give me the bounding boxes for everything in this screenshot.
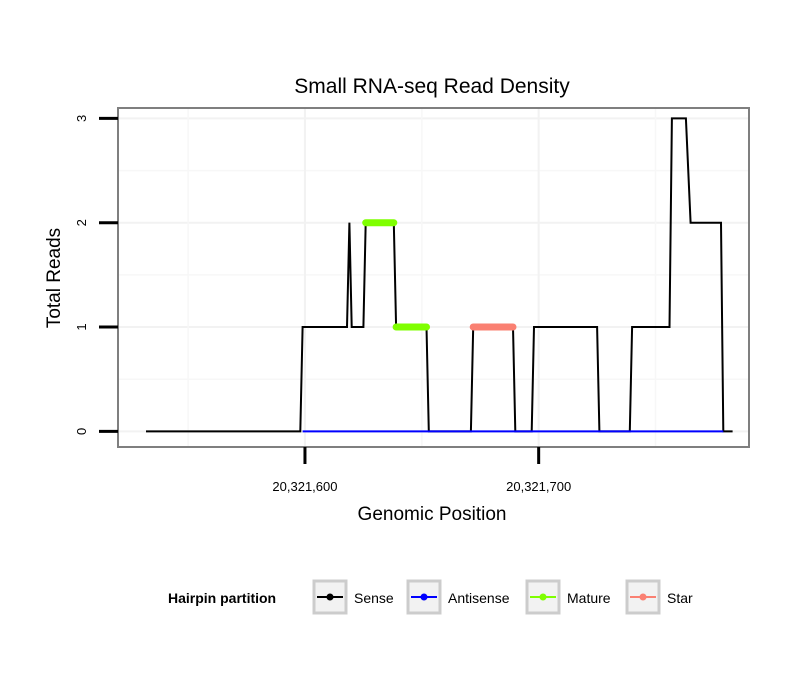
- y-axis-title: Total Reads: [44, 228, 65, 328]
- y-axis: 0 1 2 3: [74, 115, 118, 435]
- legend-title: Hairpin partition: [168, 590, 276, 606]
- x-axis-title: Genomic Position: [358, 504, 507, 525]
- plot-grid: [118, 108, 749, 447]
- plot-panel-border: [117, 107, 750, 448]
- chart-title: Small RNA-seq Read Density: [294, 75, 570, 98]
- legend-label-mature: Mature: [567, 590, 611, 606]
- x-axis: 20,321,600 20,321,700: [272, 447, 571, 494]
- legend-marker-mature: [539, 593, 547, 601]
- series-layer: [146, 117, 733, 433]
- legend-marker-sense: [326, 593, 334, 601]
- legend-label-star: Star: [667, 590, 693, 606]
- x-tick-label: 20,321,700: [506, 479, 571, 494]
- x-tick-label: 20,321,600: [272, 479, 337, 494]
- y-tick-label: 3: [74, 115, 89, 122]
- legend-marker-star: [639, 593, 647, 601]
- legend-label-sense: Sense: [354, 590, 394, 606]
- legend-label-antisense: Antisense: [448, 590, 510, 606]
- y-tick-label: 2: [74, 219, 89, 226]
- legend-marker-antisense: [420, 593, 428, 601]
- y-tick-label: 1: [74, 323, 89, 330]
- y-tick-label: 0: [74, 428, 89, 435]
- legend: Hairpin partition Sense Antisense Mature St…: [168, 579, 693, 615]
